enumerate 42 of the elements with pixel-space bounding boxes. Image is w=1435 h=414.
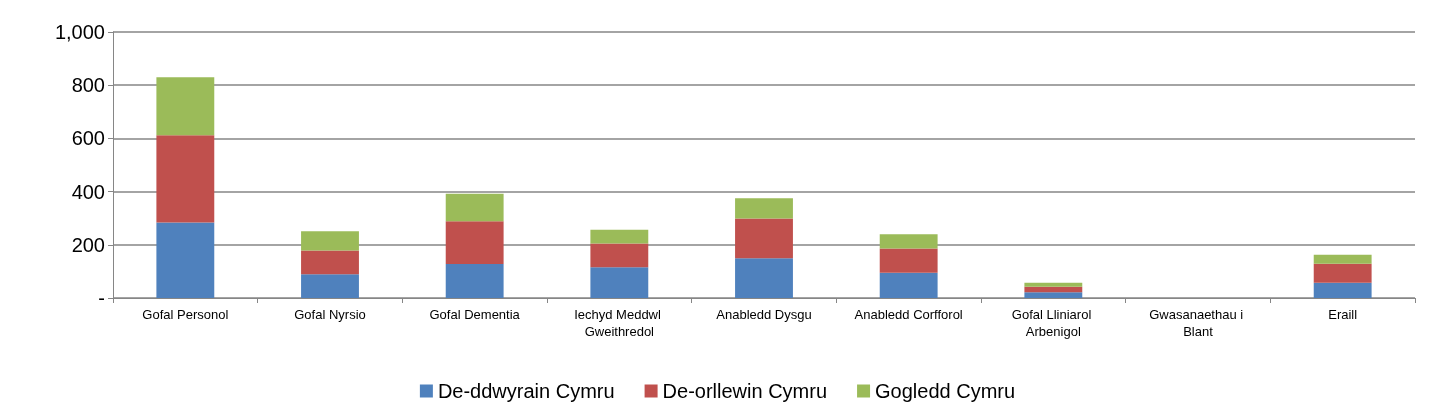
bar: [1313, 263, 1372, 283]
x-tick-label: Eraill: [1328, 307, 1358, 322]
bar: [590, 243, 649, 268]
bar: [1024, 286, 1083, 293]
x-tick-label: Gofal Nyrsio: [294, 307, 366, 322]
bar: [156, 77, 215, 136]
bar: [879, 234, 938, 249]
legend-label: De-orllewin Cymru: [662, 380, 828, 402]
legend-label: Gogledd Cymru: [875, 380, 1016, 402]
bar: [879, 272, 938, 298]
bar: [1313, 282, 1372, 298]
x-tick-label: Iechyd Meddwl Gweithredol: [574, 307, 665, 339]
bar: [735, 258, 793, 298]
x-tick-label: Anabledd Corfforol: [854, 307, 963, 322]
bar: [445, 263, 504, 298]
y-tick-label: -: [98, 287, 105, 309]
x-tick-label: Gofal Dementia: [429, 307, 521, 322]
y-tick-label: 400: [71, 180, 105, 203]
bar: [1024, 292, 1083, 298]
y-tick-label: 800: [71, 74, 105, 97]
x-tick-label: Anabledd Dysgu: [716, 307, 812, 322]
y-tick-label: 200: [71, 233, 105, 256]
legend-label: De-ddwyrain Cymru: [437, 380, 615, 402]
bar: [1313, 254, 1372, 264]
bar: [735, 218, 793, 259]
bar: [735, 198, 793, 219]
bar: [156, 135, 215, 223]
bar: [1024, 282, 1083, 287]
y-tick-label: 1,000: [54, 21, 105, 43]
bar: [590, 267, 649, 298]
bar: [301, 274, 359, 298]
bar: [156, 222, 215, 298]
bar: [445, 221, 504, 264]
x-tick-label: Gwasanaethau i Blant: [1149, 307, 1247, 339]
y-tick-label: 600: [71, 127, 105, 150]
bar: [445, 193, 504, 222]
x-tick-label: Gofal Personol: [142, 307, 229, 322]
bar: [301, 231, 359, 251]
bar: [590, 229, 649, 244]
bar: [301, 250, 359, 275]
bar: [879, 248, 938, 273]
x-tick-label: Gofal Lliniarol Arbenigol: [1011, 307, 1095, 339]
